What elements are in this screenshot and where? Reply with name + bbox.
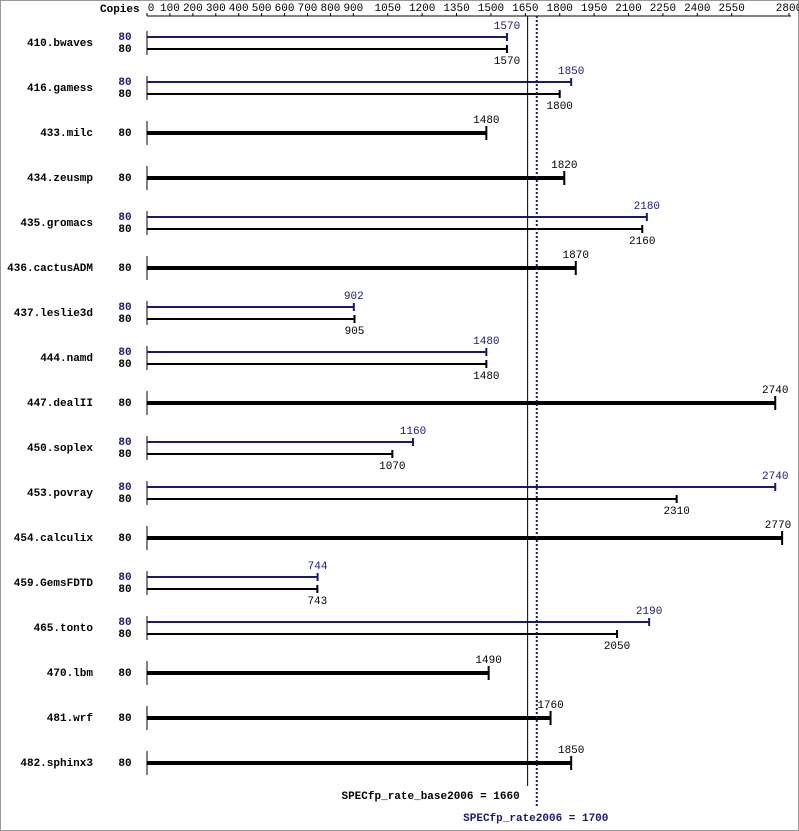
benchmark-name: 465.tonto <box>34 623 94 635</box>
benchmark-name: 410.bwaves <box>27 38 93 50</box>
x-tick-label: 2800 <box>776 3 799 15</box>
x-tick-label: 600 <box>275 3 295 15</box>
value-label: 743 <box>307 596 327 608</box>
x-tick-label: 1500 <box>478 3 504 15</box>
copies: 80 <box>118 347 131 359</box>
x-tick-label: 1800 <box>547 3 573 15</box>
value-label: 2160 <box>629 236 655 248</box>
copies: 80 <box>118 668 131 680</box>
x-tick-label: 500 <box>252 3 272 15</box>
x-tick-label: 0 <box>148 3 155 15</box>
x-tick-label: 700 <box>298 3 318 15</box>
benchmark-name: 470.lbm <box>47 668 94 680</box>
benchmark-name: 459.GemsFDTD <box>14 578 94 590</box>
value-label: 2190 <box>636 606 662 618</box>
value-label: 1570 <box>494 21 520 33</box>
x-tick-label: 300 <box>206 3 226 15</box>
x-tick-label: 2550 <box>718 3 744 15</box>
benchmark-name: 437.leslie3d <box>14 308 93 320</box>
copies: 80 <box>118 437 131 449</box>
benchmark-name: 450.soplex <box>27 443 93 455</box>
x-tick-label: 2400 <box>684 3 710 15</box>
value-label: 2770 <box>765 520 791 532</box>
value-label: 2050 <box>604 641 630 653</box>
value-label: 1160 <box>400 426 426 438</box>
copies: 80 <box>118 314 131 326</box>
copies: 80 <box>118 128 131 140</box>
copies: 80 <box>118 584 131 596</box>
value-label: 1820 <box>551 160 577 172</box>
copies: 80 <box>118 629 131 641</box>
copies: 80 <box>118 359 131 371</box>
copies: 80 <box>118 263 131 275</box>
copies: 80 <box>118 212 131 224</box>
value-label: 2740 <box>762 471 788 483</box>
benchmark-name: 482.sphinx3 <box>20 758 93 770</box>
copies: 80 <box>118 398 131 410</box>
copies: 80 <box>118 617 131 629</box>
benchmark-name: 434.zeusmp <box>27 173 93 185</box>
value-label: 1480 <box>473 371 499 383</box>
x-tick-label: 1950 <box>581 3 607 15</box>
value-label: 744 <box>308 561 328 573</box>
value-label: 905 <box>345 326 365 338</box>
x-tick-label: 800 <box>321 3 341 15</box>
benchmark-name: 444.namd <box>40 353 93 365</box>
copies: 80 <box>118 302 131 314</box>
copies: 80 <box>118 32 131 44</box>
benchmark-name: 435.gromacs <box>20 218 93 230</box>
x-tick-label: 400 <box>229 3 249 15</box>
x-tick-label: 2250 <box>650 3 676 15</box>
benchmark-name: 481.wrf <box>47 713 94 725</box>
value-label: 1570 <box>494 56 520 68</box>
value-label: 1800 <box>547 101 573 113</box>
value-label: 1850 <box>558 745 584 757</box>
value-label: 2740 <box>762 385 788 397</box>
copies: 80 <box>118 224 131 236</box>
x-tick-label: 200 <box>183 3 203 15</box>
benchmark-name: 454.calculix <box>14 533 94 545</box>
x-tick-label: 1050 <box>375 3 401 15</box>
value-label: 1480 <box>473 336 499 348</box>
benchmark-name: 416.gamess <box>27 83 93 95</box>
value-label: 1850 <box>558 66 584 78</box>
value-label: 1870 <box>563 250 589 262</box>
copies: 80 <box>118 44 131 56</box>
benchmark-name: 453.povray <box>27 488 93 500</box>
reference-label: SPECfp_rate_base2006 = 1660 <box>341 791 519 803</box>
value-label: 2180 <box>634 201 660 213</box>
copies: 80 <box>118 89 131 101</box>
copies: 80 <box>118 449 131 461</box>
value-label: 1760 <box>537 700 563 712</box>
value-label: 1480 <box>473 115 499 127</box>
benchmark-name: 436.cactusADM <box>7 263 93 275</box>
axis-label: Copies <box>100 4 140 16</box>
copies: 80 <box>118 533 131 545</box>
reference-label: SPECfp_rate2006 = 1700 <box>463 813 608 825</box>
benchmark-name: 433.milc <box>40 128 93 140</box>
copies: 80 <box>118 173 131 185</box>
x-tick-label: 2100 <box>615 3 641 15</box>
x-tick-label: 1200 <box>409 3 435 15</box>
x-tick-label: 900 <box>343 3 363 15</box>
copies: 80 <box>118 713 131 725</box>
value-label: 1490 <box>475 655 501 667</box>
copies: 80 <box>118 77 131 89</box>
value-label: 1070 <box>379 461 405 473</box>
value-label: 902 <box>344 291 364 303</box>
x-tick-label: 1350 <box>443 3 469 15</box>
copies: 80 <box>118 482 131 494</box>
value-label: 2310 <box>663 506 689 518</box>
copies: 80 <box>118 758 131 770</box>
x-tick-label: 100 <box>160 3 180 15</box>
copies: 80 <box>118 494 131 506</box>
x-tick-label: 1650 <box>512 3 538 15</box>
benchmark-name: 447.dealII <box>27 398 93 410</box>
copies: 80 <box>118 572 131 584</box>
